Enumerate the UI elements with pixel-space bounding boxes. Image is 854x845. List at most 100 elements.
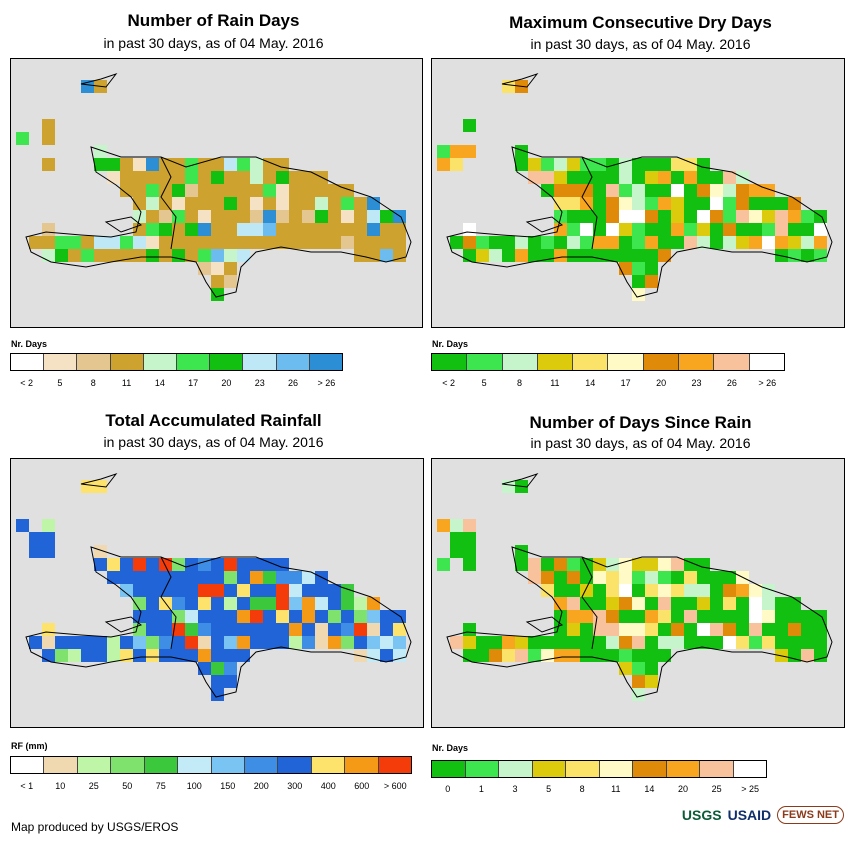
grid-cell — [814, 636, 827, 649]
grid-cell — [172, 597, 185, 610]
grid-cell — [380, 223, 393, 236]
grid-cell — [107, 249, 120, 262]
grid-cell — [723, 236, 736, 249]
panel-days-since-rain: Number of Days Since Rain in past 30 day… — [427, 400, 854, 800]
grid-cell — [211, 197, 224, 210]
grid-cell — [250, 623, 263, 636]
grid-cell — [211, 275, 224, 288]
grid-cell — [567, 597, 580, 610]
fews-net-logo: FEWS NET — [777, 806, 844, 824]
grid-cell — [315, 210, 328, 223]
grid-cell — [645, 610, 658, 623]
grid-cell — [237, 223, 250, 236]
legend-tick: 5 — [481, 378, 487, 388]
grid-cell — [645, 675, 658, 688]
grid-cell — [658, 636, 671, 649]
coastline — [25, 146, 412, 298]
grid-cell — [328, 197, 341, 210]
grid-cell — [367, 623, 380, 636]
grid-cell — [224, 584, 237, 597]
grid-cell — [801, 236, 814, 249]
grid-cell — [515, 249, 528, 262]
grid-cell — [567, 236, 580, 249]
grid-cell — [801, 623, 814, 636]
grid-cell — [554, 597, 567, 610]
legend-tick: 200 — [253, 781, 269, 791]
grid-cell — [211, 584, 224, 597]
legend-tick: 300 — [287, 781, 303, 791]
grid-cell — [276, 210, 289, 223]
grid-cell — [42, 158, 55, 171]
grid-cell — [450, 236, 463, 249]
grid-cell — [723, 210, 736, 223]
grid-cell — [146, 158, 159, 171]
grid-cell — [185, 249, 198, 262]
grid-cell — [354, 610, 367, 623]
grid-cell — [814, 236, 827, 249]
grid-cell — [289, 597, 302, 610]
grid-cell — [172, 210, 185, 223]
grid-cell — [515, 649, 528, 662]
grid-cell — [315, 584, 328, 597]
grid-cell — [528, 249, 541, 262]
grid-cell — [159, 610, 172, 623]
grid-cell — [437, 158, 450, 171]
grid-cell — [567, 171, 580, 184]
coastline — [525, 616, 564, 633]
legend-swatch — [532, 761, 566, 777]
legend-tick: 8 — [516, 378, 523, 388]
grid-cell — [671, 197, 684, 210]
grid-cell — [185, 210, 198, 223]
legend-swatch — [679, 354, 715, 370]
grid-cell — [528, 636, 541, 649]
country-border — [160, 556, 177, 650]
grid-cell — [250, 171, 263, 184]
grid-cell — [289, 197, 302, 210]
grid-cell — [567, 649, 580, 662]
coastline — [104, 616, 143, 633]
legend-tick: 10 — [55, 781, 66, 791]
grid-cell — [749, 236, 762, 249]
grid-cell — [658, 184, 671, 197]
grid-cell — [81, 649, 94, 662]
grid-cell — [580, 623, 593, 636]
legend-tick: > 25 — [741, 784, 760, 794]
grid-cell — [775, 610, 788, 623]
grid-cell — [55, 636, 68, 649]
grid-cell — [541, 571, 554, 584]
grid-cell — [463, 636, 476, 649]
grid-cell — [159, 171, 172, 184]
grid-cell — [185, 636, 198, 649]
grid-cell — [658, 197, 671, 210]
grid-cell — [619, 597, 632, 610]
grid-cell — [276, 236, 289, 249]
grid-cell — [263, 236, 276, 249]
grid-cell — [211, 558, 224, 571]
grid-cell — [593, 171, 606, 184]
grid-cell — [354, 236, 367, 249]
grid-cell — [224, 171, 237, 184]
grid-cell — [489, 649, 502, 662]
legend-tick: > 26 — [758, 378, 777, 388]
grid-cell — [710, 210, 723, 223]
grid-cell — [185, 610, 198, 623]
grid-cell — [463, 649, 476, 662]
grid-cell — [276, 558, 289, 571]
grid-cell — [671, 223, 684, 236]
grid-cell — [632, 171, 645, 184]
grid-cell — [632, 197, 645, 210]
grid-cell — [224, 223, 237, 236]
grid-cell — [450, 519, 463, 532]
grid-cell — [684, 610, 697, 623]
grid-cell — [159, 636, 172, 649]
grid-cell — [341, 236, 354, 249]
grid-cell — [237, 210, 250, 223]
legend-swatch — [210, 354, 244, 370]
legend-swatch — [77, 354, 111, 370]
grid-cell — [801, 610, 814, 623]
grid-cell — [159, 223, 172, 236]
grid-cell — [315, 636, 328, 649]
grid-cell — [237, 571, 250, 584]
grid-cell — [606, 197, 619, 210]
grid-cell — [133, 223, 146, 236]
